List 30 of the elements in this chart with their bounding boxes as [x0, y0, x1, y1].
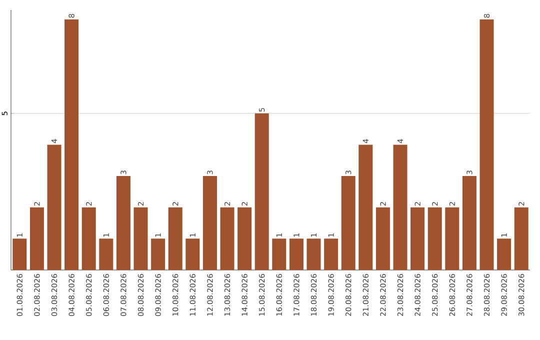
bar — [134, 207, 148, 270]
bar — [358, 144, 373, 270]
bar — [480, 19, 494, 270]
bar — [220, 207, 234, 270]
bar — [514, 207, 528, 270]
bar — [341, 176, 356, 270]
bar — [116, 176, 130, 270]
bar — [289, 238, 304, 270]
bar — [393, 144, 408, 270]
bar — [12, 238, 27, 270]
bar — [324, 238, 338, 270]
bar — [462, 176, 476, 270]
bar — [428, 207, 442, 270]
bar — [47, 144, 62, 270]
bar — [445, 207, 460, 270]
bar — [410, 207, 425, 270]
bar — [168, 207, 182, 270]
bar — [186, 238, 200, 270]
bar — [306, 238, 321, 270]
bar — [238, 207, 252, 270]
bar — [82, 207, 96, 270]
bar — [376, 207, 390, 270]
bar — [254, 113, 269, 270]
bar — [151, 238, 166, 270]
bar — [99, 238, 114, 270]
bar — [202, 176, 217, 270]
bar — [64, 19, 79, 270]
bar — [272, 238, 286, 270]
bar — [497, 238, 512, 270]
bar — [30, 207, 44, 270]
